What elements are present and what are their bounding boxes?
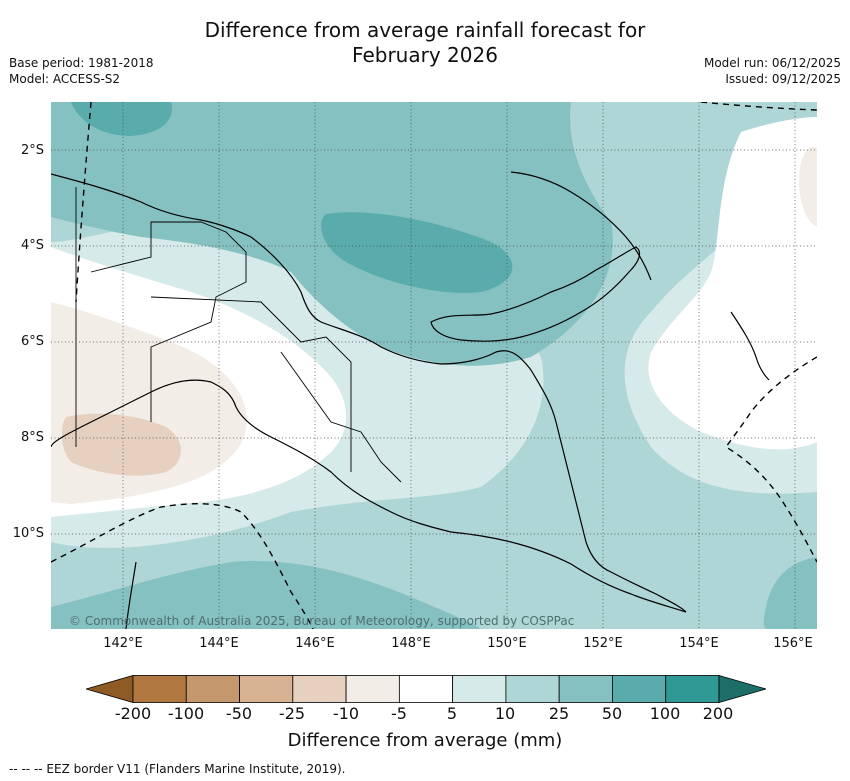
lat-label: 6°S: [20, 334, 44, 349]
new-britain: [430, 246, 641, 342]
zone-25-50-south: [51, 561, 481, 629]
model-name: Model: ACCESS-S2: [9, 72, 121, 86]
map-panel: © Commonwealth of Australia 2025, Bureau…: [51, 102, 817, 629]
bougainville: [730, 311, 770, 381]
chart-title: Difference from average rainfall forecas…: [0, 18, 850, 68]
colorbar-cell: [665, 675, 720, 703]
colorbar-tick: 100: [649, 704, 681, 723]
colorbar-tick: -200: [114, 704, 152, 723]
zone-dry-10-25: [61, 413, 181, 476]
zone-50-100: [321, 212, 513, 293]
colorbar-cell: [292, 675, 347, 703]
colorbar-tick: 50: [601, 704, 623, 723]
lon-label: 152°E: [583, 636, 623, 651]
colorbar-extend-low: [86, 675, 134, 703]
colorbar-extend-high: [718, 675, 766, 703]
colorbar-cell: [239, 675, 294, 703]
copyright-text: © Commonwealth of Australia 2025, Bureau…: [69, 614, 574, 628]
eez-borders: [51, 102, 817, 629]
colorbar-tick: -100: [167, 704, 205, 723]
zone-25-50-east: [763, 557, 817, 629]
issued-date: Issued: 09/12/2025: [725, 72, 841, 86]
new-ireland: [510, 171, 652, 281]
colorbar-cells: [86, 675, 766, 703]
lon-label: 150°E: [487, 636, 527, 651]
colorbar-tick: 10: [494, 704, 516, 723]
zone-dry-east: [799, 147, 817, 227]
colorbar-cell: [558, 675, 613, 703]
meta-left: Base period: 1981-2018 Model: ACCESS-S2: [9, 55, 154, 87]
lon-label: 148°E: [391, 636, 431, 651]
provincial-borders: [75, 187, 402, 483]
lat-label: 10°S: [12, 526, 44, 541]
zone-neutral-east: [648, 117, 817, 450]
colorbar-tick: -25: [278, 704, 306, 723]
colorbar: [86, 675, 766, 703]
colorbar-tick: -5: [391, 704, 407, 723]
new-guinea-coast: [51, 173, 687, 613]
colorbar-tick: -10: [332, 704, 360, 723]
colorbar-label: Difference from average (mm): [287, 730, 563, 751]
lon-label: 142°E: [103, 636, 143, 651]
graticule: [51, 102, 817, 629]
lon-label: 156°E: [773, 636, 813, 651]
lon-label: 144°E: [199, 636, 239, 651]
colorbar-cell: [398, 675, 454, 703]
colorbar-cell: [345, 675, 400, 703]
colorbar-tick: -50: [225, 704, 253, 723]
colorbar-cell: [185, 675, 240, 703]
colorbar-cell: [132, 675, 187, 703]
zone-10-25: [51, 102, 817, 629]
base-period: Base period: 1981-2018: [9, 56, 154, 70]
eez-footnote: -- -- -- EEZ border V11 (Flanders Marine…: [9, 762, 346, 776]
lon-label: 146°E: [295, 636, 335, 651]
rainfall-map: © Commonwealth of Australia 2025, Bureau…: [51, 102, 817, 629]
title-line-1: Difference from average rainfall forecas…: [204, 18, 646, 42]
lat-label: 2°S: [20, 143, 44, 158]
cape-york: [125, 561, 137, 629]
colorbar-cell: [505, 675, 560, 703]
colorbar-cell: [452, 675, 507, 703]
colorbar-tick: 5: [446, 704, 458, 723]
colorbar-cell: [612, 675, 667, 703]
colorbar-tick: 25: [548, 704, 570, 723]
zone-50-100-north: [71, 102, 172, 136]
lat-label: 4°S: [20, 238, 44, 253]
colorbar-tick: 200: [702, 704, 734, 723]
meta-right: Model run: 06/12/2025 Issued: 09/12/2025: [704, 55, 841, 87]
lat-label: 8°S: [20, 430, 44, 445]
lon-label: 154°E: [679, 636, 719, 651]
title-line-2: February 2026: [352, 43, 498, 67]
model-run: Model run: 06/12/2025: [703, 56, 841, 70]
